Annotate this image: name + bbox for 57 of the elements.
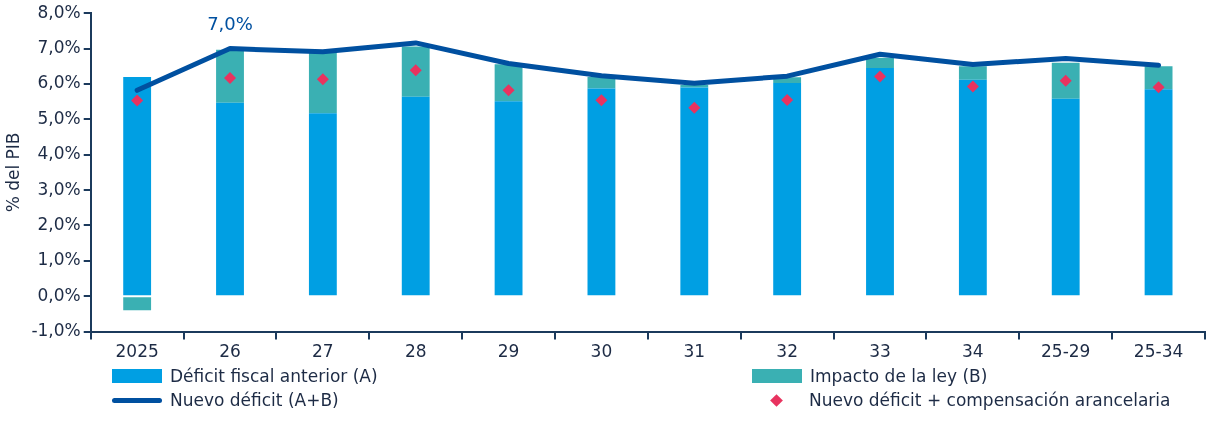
point: [131, 94, 144, 107]
legend-label: Déficit fiscal anterior (A): [170, 366, 378, 386]
x-tick-label: 33: [869, 341, 891, 362]
bar: [401, 96, 430, 296]
y-tick-label: 2,0%: [37, 213, 81, 234]
bar: [216, 102, 244, 296]
point: [224, 71, 237, 84]
x-tick-label: 29: [497, 341, 520, 362]
bar: [308, 52, 337, 114]
point: [502, 84, 515, 97]
x-tick-label: 31: [683, 341, 706, 362]
bar: [1051, 62, 1080, 99]
legend-label: Impacto de la ley (B): [810, 366, 988, 386]
bar: [1051, 98, 1080, 296]
point: [688, 101, 701, 114]
x-tick-label: 30: [590, 341, 613, 362]
bar: [123, 76, 152, 296]
bar: [1144, 89, 1173, 296]
annotation: 7,0%: [207, 13, 253, 35]
bar: [494, 101, 523, 296]
bar: [401, 46, 430, 97]
legend-label: Nuevo déficit (A+B): [170, 390, 339, 410]
y-tick-label: 4,0%: [37, 143, 81, 164]
y-tick-label: 7,0%: [37, 37, 81, 57]
x-tick-label: 32: [776, 341, 798, 362]
point: [316, 73, 329, 86]
y-tick-label: -1,0%: [31, 320, 81, 341]
point: [1152, 81, 1165, 94]
point: [966, 80, 979, 93]
y-tick-label: 1,0%: [37, 249, 81, 270]
y-tick-label: 3,0%: [37, 178, 81, 199]
bar: [866, 57, 894, 69]
y-tick-label: 8,0%: [37, 1, 81, 22]
bar: [308, 113, 337, 296]
bar: [123, 297, 152, 311]
y-axis-title: % del PIB: [2, 132, 23, 213]
bar: [680, 87, 709, 296]
point: [781, 93, 794, 106]
x-tick-label: 34: [962, 341, 984, 362]
bar: [587, 88, 616, 296]
bar: [587, 76, 616, 89]
x-tick-label: 25-29: [1041, 341, 1091, 362]
y-tick-label: 6,0%: [37, 72, 81, 93]
point: [874, 70, 886, 83]
x-tick-label: 28: [404, 341, 427, 362]
x-tick-label: 2025: [115, 341, 159, 362]
bar: [866, 68, 894, 296]
legend-label: Nuevo déficit + compensación arancelaria: [809, 390, 1171, 410]
x-tick-label: 27: [312, 341, 334, 362]
y-tick-label: 5,0%: [37, 107, 81, 128]
x-tick-label: 26: [219, 341, 241, 362]
bar: [958, 79, 987, 296]
bar: [773, 82, 802, 296]
bar: [958, 66, 987, 80]
x-tick-label: 25-34: [1133, 341, 1184, 362]
y-tick-label: 0,0%: [37, 284, 81, 305]
point: [595, 94, 608, 107]
